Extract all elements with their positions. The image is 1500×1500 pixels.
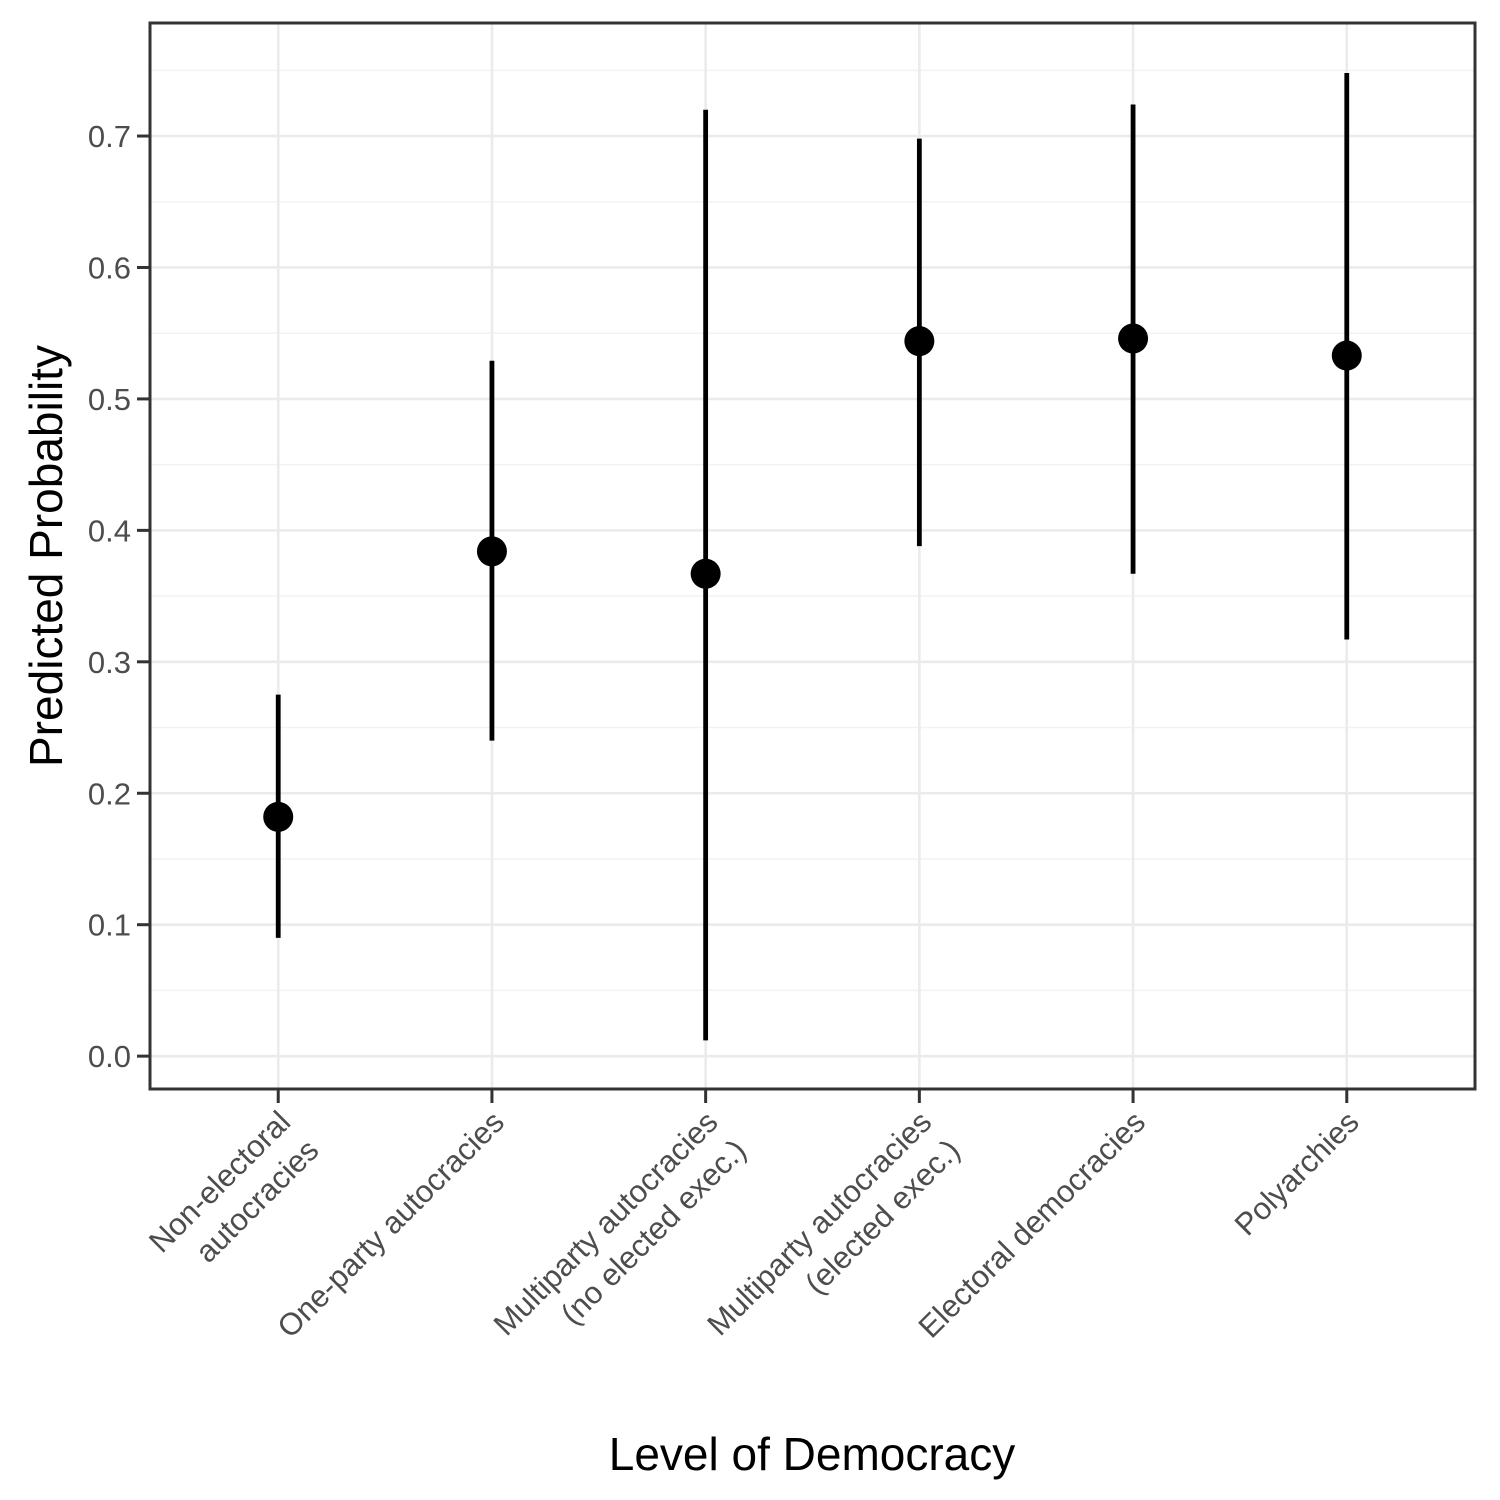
y-tick-label: 0.0 <box>88 1039 131 1074</box>
y-tick-label: 0.2 <box>88 776 131 811</box>
pointrange-3 <box>690 109 721 1041</box>
pointrange-6 <box>1331 72 1362 640</box>
pointrange-1 <box>263 694 294 938</box>
data-layer <box>263 72 1362 1041</box>
y-tick-label: 0.6 <box>88 250 131 285</box>
x-tick-label: Non-electoralautocracies <box>142 1104 325 1287</box>
data-point <box>1331 340 1362 371</box>
y-tick-label: 0.5 <box>88 382 131 417</box>
x-tick-label: Polyarchies <box>1228 1104 1366 1242</box>
axis-ticks <box>137 134 1349 1103</box>
panel-background <box>150 23 1475 1089</box>
pointrange-2 <box>476 360 507 741</box>
y-tick-label: 0.3 <box>88 645 131 680</box>
y-tick-label: 0.1 <box>88 908 131 943</box>
y-tick-label: 0.7 <box>88 119 131 154</box>
data-point <box>263 801 294 832</box>
gridlines <box>150 23 1475 1089</box>
y-axis-title: Predicted Probability <box>20 345 72 767</box>
pointrange-4 <box>904 138 935 547</box>
x-axis-title: Level of Democracy <box>609 1428 1016 1480</box>
data-point <box>690 558 721 589</box>
panel-border <box>148 21 1477 1091</box>
data-point <box>904 326 935 357</box>
data-point <box>476 536 507 567</box>
data-point <box>1118 323 1149 354</box>
y-tick-label: 0.4 <box>88 513 131 548</box>
pointrange-5 <box>1118 104 1149 574</box>
